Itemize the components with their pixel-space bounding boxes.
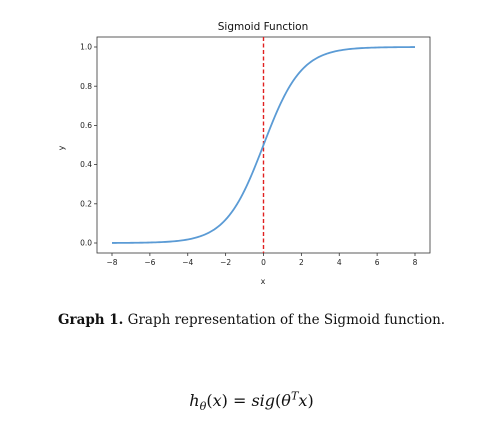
formula-text: hθ(x) = sig(θTx) <box>189 390 314 414</box>
hypothesis-formula: hθ(x) = sig(θTx) <box>0 390 503 414</box>
caption-text: Graph representation of the Sigmoid func… <box>123 312 446 328</box>
chart-title: Sigmoid Function <box>218 21 308 33</box>
y-tick-label: 0.8 <box>80 82 92 91</box>
x-tick-label: −2 <box>220 258 231 267</box>
x-tick-label: −6 <box>144 258 155 267</box>
caption-label: Graph 1. <box>57 312 124 328</box>
x-tick-label: −4 <box>182 258 193 267</box>
y-tick-label: 0.2 <box>80 199 92 208</box>
sigmoid-curve <box>112 46 415 244</box>
sigmoid-chart: Sigmoid Function 0.0 0.2 0.4 0.6 0.8 1.0 −8 −6… <box>57 21 431 286</box>
x-tick-label: 8 <box>413 258 418 267</box>
y-axis-ticks: 0.0 0.2 0.4 0.6 0.8 1.0 <box>80 43 97 248</box>
y-tick-label: 0.4 <box>80 160 92 169</box>
x-tick-label: 0 <box>261 258 266 267</box>
y-tick-label: 1.0 <box>80 43 92 52</box>
x-tick-label: −8 <box>106 258 117 267</box>
x-tick-label: 4 <box>337 258 342 267</box>
x-tick-label: 6 <box>375 258 380 267</box>
x-axis-ticks: −8 −6 −4 −2 0 2 4 6 8 <box>106 253 418 267</box>
y-axis-label: y <box>57 145 66 150</box>
figure-caption: Graph 1. Graph representation of the Sig… <box>0 312 503 328</box>
x-axis-label: x <box>261 277 266 286</box>
x-tick-label: 2 <box>299 258 304 267</box>
y-tick-label: 0.0 <box>80 239 92 248</box>
y-tick-label: 0.6 <box>80 121 92 130</box>
